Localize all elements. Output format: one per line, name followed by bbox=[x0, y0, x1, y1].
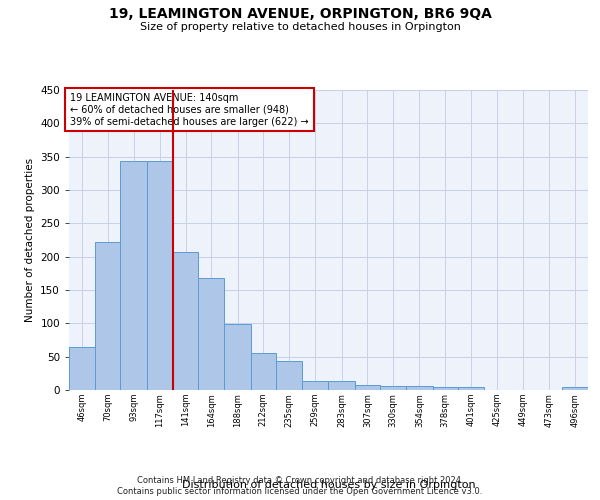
Bar bbox=[355, 384, 380, 390]
Bar bbox=[198, 278, 224, 390]
Text: 19, LEAMINGTON AVENUE, ORPINGTON, BR6 9QA: 19, LEAMINGTON AVENUE, ORPINGTON, BR6 9Q… bbox=[109, 8, 491, 22]
Bar bbox=[458, 388, 484, 390]
Bar bbox=[224, 324, 251, 390]
Bar bbox=[251, 352, 276, 390]
Bar bbox=[95, 242, 121, 390]
Bar bbox=[121, 160, 147, 390]
Bar bbox=[147, 160, 173, 390]
Bar bbox=[562, 388, 588, 390]
Y-axis label: Number of detached properties: Number of detached properties bbox=[25, 158, 35, 322]
Text: Size of property relative to detached houses in Orpington: Size of property relative to detached ho… bbox=[140, 22, 460, 32]
Bar bbox=[380, 386, 406, 390]
Bar bbox=[173, 252, 198, 390]
Bar bbox=[329, 380, 355, 390]
Text: Contains public sector information licensed under the Open Government Licence v3: Contains public sector information licen… bbox=[118, 488, 482, 496]
Text: Contains HM Land Registry data © Crown copyright and database right 2024.: Contains HM Land Registry data © Crown c… bbox=[137, 476, 463, 485]
Bar bbox=[276, 362, 302, 390]
Bar bbox=[433, 386, 458, 390]
Text: 19 LEAMINGTON AVENUE: 140sqm
← 60% of detached houses are smaller (948)
39% of s: 19 LEAMINGTON AVENUE: 140sqm ← 60% of de… bbox=[70, 94, 309, 126]
X-axis label: Distribution of detached houses by size in Orpington: Distribution of detached houses by size … bbox=[182, 480, 475, 490]
Bar bbox=[302, 380, 329, 390]
Bar bbox=[69, 346, 95, 390]
Bar bbox=[406, 386, 433, 390]
